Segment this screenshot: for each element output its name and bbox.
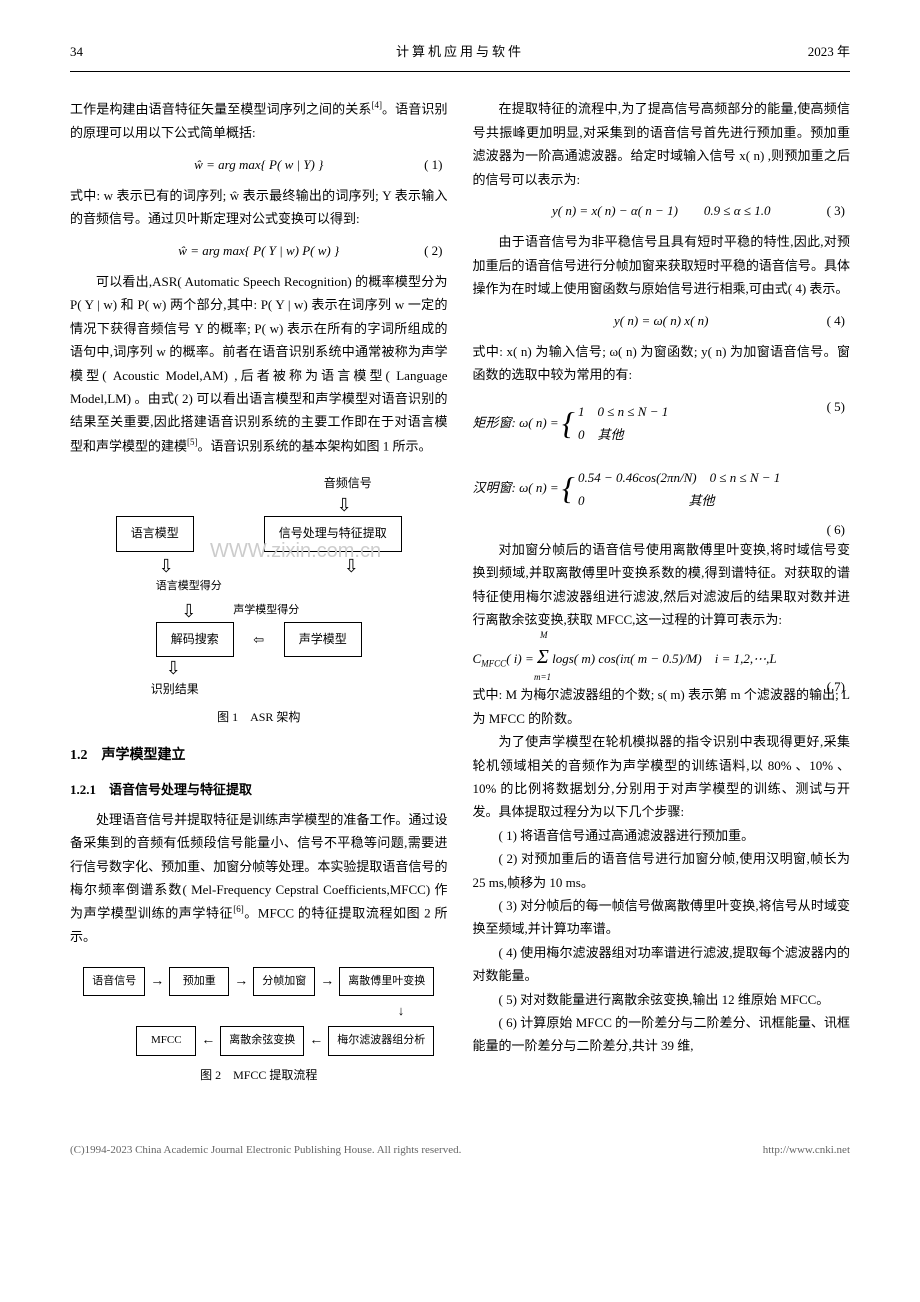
paragraph: 可以看出,ASR( Automatic Speech Recognition) …: [70, 270, 448, 457]
paragraph: 式中: x( n) 为输入信号; ω( n) 为窗函数; y( n) 为加窗语音…: [473, 340, 851, 387]
mfcc-box: 梅尔滤波器组分析: [328, 1026, 434, 1056]
arrow-icon: ←: [201, 1028, 215, 1053]
equation-7: CMFCC( i) = M Σ m=1 logs( m) cos(iπ( m −…: [473, 639, 851, 675]
audio-label: 音频信号: [116, 473, 402, 495]
figure-caption: 图 2 MFCC 提取流程: [70, 1065, 448, 1087]
result-label: 识别结果: [116, 679, 402, 701]
eq-number: ( 7): [827, 675, 845, 698]
copyright-text: (C)1994-2023 China Academic Journal Elec…: [70, 1141, 461, 1161]
left-column: 工作是构建由语音特征矢量至模型词序列之间的关系[4]。语音识别的原理可以用以下公…: [70, 97, 448, 1101]
journal-title: 计算机应用与软件: [130, 40, 790, 63]
lm-score-label: 语言模型得分: [116, 577, 402, 597]
citation: [4]: [371, 100, 382, 110]
arrow-icon: ⇩: [344, 557, 359, 575]
equation-1: ŵ = arg max{ P( w | Y) } ( 1): [70, 153, 448, 176]
figure-1: 音频信号 ⇩ 语言模型 信号处理与特征提取 WWW.zixin.com.cn ⇩…: [70, 473, 448, 729]
step-item: ( 4) 使用梅尔滤波器组对功率谱进行滤波,提取每个滤波器内的对数能量。: [473, 941, 851, 988]
step-item: ( 3) 对分帧后的每一帧信号做离散傅里叶变换,将信号从时域变换至频域,并计算功…: [473, 894, 851, 941]
mfcc-flowchart: 语音信号 → 预加重 → 分帧加窗 → 离散傅里叶变换 ↓ MFCC ← 离散余…: [83, 964, 434, 1059]
figure-caption: 图 1 ASR 架构: [70, 707, 448, 729]
paragraph: 由于语音信号为非平稳信号且具有短时平稳的特性,因此,对预加重后的语音信号进行分帧…: [473, 230, 851, 300]
arrow-icon: →: [234, 969, 248, 994]
citation: [5]: [187, 437, 198, 447]
paragraph: 式中: M 为梅尔滤波器组的个数; s( m) 表示第 m 个滤波器的输出; L…: [473, 683, 851, 730]
equation-4: y( n) = ω( n) x( n) ( 4): [473, 309, 851, 332]
paragraph: 为了使声学模型在轮机模拟器的指令识别中表现得更好,采集轮机领域相关的音频作为声学…: [473, 730, 851, 824]
arrow-icon: ↓: [83, 999, 434, 1022]
step-item: ( 2) 对预加重后的语音信号进行加窗分帧,使用汉明窗,帧长为 25 ms,帧移…: [473, 847, 851, 894]
eq-number: ( 5): [827, 395, 845, 418]
arrow-icon: →: [320, 969, 334, 994]
page-footer: (C)1994-2023 China Academic Journal Elec…: [70, 1131, 850, 1161]
signal-box: 信号处理与特征提取: [264, 516, 402, 552]
paragraph: 工作是构建由语音特征矢量至模型词序列之间的关系[4]。语音识别的原理可以用以下公…: [70, 97, 448, 144]
arrow-icon: ⇩: [181, 602, 196, 620]
equation-2: ŵ = arg max{ P( Y | w) P( w) } ( 2): [70, 239, 448, 262]
asr-flowchart: 音频信号 ⇩ 语言模型 信号处理与特征提取 WWW.zixin.com.cn ⇩…: [116, 473, 402, 701]
section-heading: 1.2 声学模型建立: [70, 743, 448, 768]
right-column: 在提取特征的流程中,为了提高信号高频部分的能量,使高频信号共振峰更加明显,对采集…: [473, 97, 851, 1101]
mfcc-box: 离散傅里叶变换: [339, 967, 434, 997]
equation-6: 汉明窗: ω( n) = { 0.54 − 0.46cos(2πn/N) 0 ≤…: [473, 460, 851, 518]
eq-number: ( 2): [424, 239, 442, 262]
arrow-icon: ⇩: [159, 557, 174, 575]
paragraph: 处理语音信号并提取特征是训练声学模型的准备工作。通过设备采集到的音频有低频段信号…: [70, 808, 448, 949]
eq-number: ( 3): [827, 199, 845, 222]
brace-icon: {: [562, 470, 575, 506]
arrow-icon: ⇩: [116, 496, 402, 514]
brace-icon: {: [562, 405, 575, 441]
step-item: ( 6) 计算原始 MFCC 的一阶差分与二阶差分、讯框能量、讯框能量的一阶差分…: [473, 1011, 851, 1058]
subsection-heading: 1.2.1 语音信号处理与特征提取: [70, 778, 448, 801]
am-score-label: 声学模型得分: [206, 601, 326, 621]
sum-symbol: Σ: [537, 646, 549, 668]
arrow-icon: ←: [309, 1028, 323, 1053]
equation-5: 矩形窗: ω( n) = { 1 0 ≤ n ≤ N − 1 0 其他 ( 5): [473, 395, 851, 453]
mfcc-box: MFCC: [136, 1026, 196, 1056]
eq-number: ( 6): [827, 518, 845, 541]
mfcc-box: 离散余弦变换: [220, 1026, 304, 1056]
page-number: 34: [70, 40, 130, 63]
lm-box: 语言模型: [116, 516, 194, 552]
arrow-icon: →: [150, 969, 164, 994]
publication-year: 2023 年: [790, 40, 850, 63]
step-item: ( 5) 对对数能量进行离散余弦变换,输出 12 维原始 MFCC。: [473, 988, 851, 1011]
mfcc-box: 预加重: [169, 967, 229, 997]
eq-number: ( 4): [827, 309, 845, 332]
citation: [6]: [233, 904, 244, 914]
paragraph: 在提取特征的流程中,为了提高信号高频部分的能量,使高频信号共振峰更加明显,对采集…: [473, 97, 851, 191]
am-box: 声学模型: [284, 622, 362, 658]
arrow-icon: ⇩: [116, 659, 402, 677]
figure-2: 语音信号 → 预加重 → 分帧加窗 → 离散傅里叶变换 ↓ MFCC ← 离散余…: [70, 964, 448, 1087]
paragraph: 对加窗分帧后的语音信号使用离散傅里叶变换,将时域信号变换到频域,并取离散傅里叶变…: [473, 538, 851, 632]
mfcc-box: 语音信号: [83, 967, 145, 997]
step-item: ( 1) 将语音信号通过高通滤波器进行预加重。: [473, 824, 851, 847]
main-content: 工作是构建由语音特征矢量至模型词序列之间的关系[4]。语音识别的原理可以用以下公…: [70, 97, 850, 1101]
mfcc-box: 分帧加窗: [253, 967, 315, 997]
decode-box: 解码搜索: [156, 622, 234, 658]
eq-number: ( 1): [424, 153, 442, 176]
paragraph: 式中: w 表示已有的词序列; ŵ 表示最终输出的词序列; Y 表示输入的音频信…: [70, 184, 448, 231]
equation-3: y( n) = x( n) − α( n − 1) 0.9 ≤ α ≤ 1.0 …: [473, 199, 851, 222]
page-header: 34 计算机应用与软件 2023 年: [70, 40, 850, 72]
footer-url: http://www.cnki.net: [763, 1141, 850, 1161]
